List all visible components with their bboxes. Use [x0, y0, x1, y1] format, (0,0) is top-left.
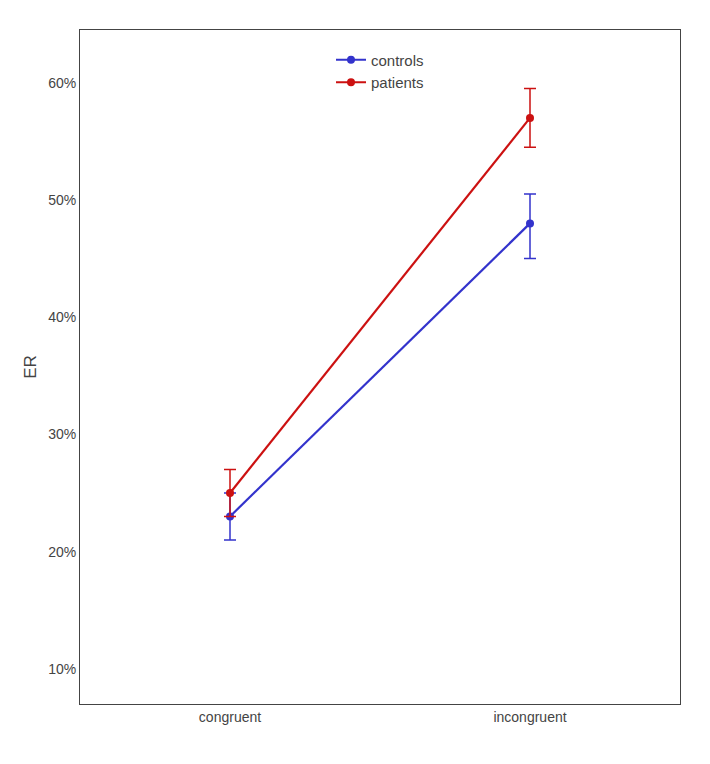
svg-text:10%: 10% [48, 661, 76, 677]
svg-text:congruent: congruent [199, 709, 261, 725]
svg-text:30%: 30% [48, 426, 76, 442]
svg-text:ER: ER [21, 355, 40, 379]
svg-text:patients: patients [371, 74, 424, 91]
svg-text:60%: 60% [48, 75, 76, 91]
svg-text:incongruent: incongruent [493, 709, 566, 725]
svg-text:controls: controls [371, 52, 424, 69]
svg-text:40%: 40% [48, 309, 76, 325]
svg-text:20%: 20% [48, 544, 76, 560]
svg-text:50%: 50% [48, 192, 76, 208]
